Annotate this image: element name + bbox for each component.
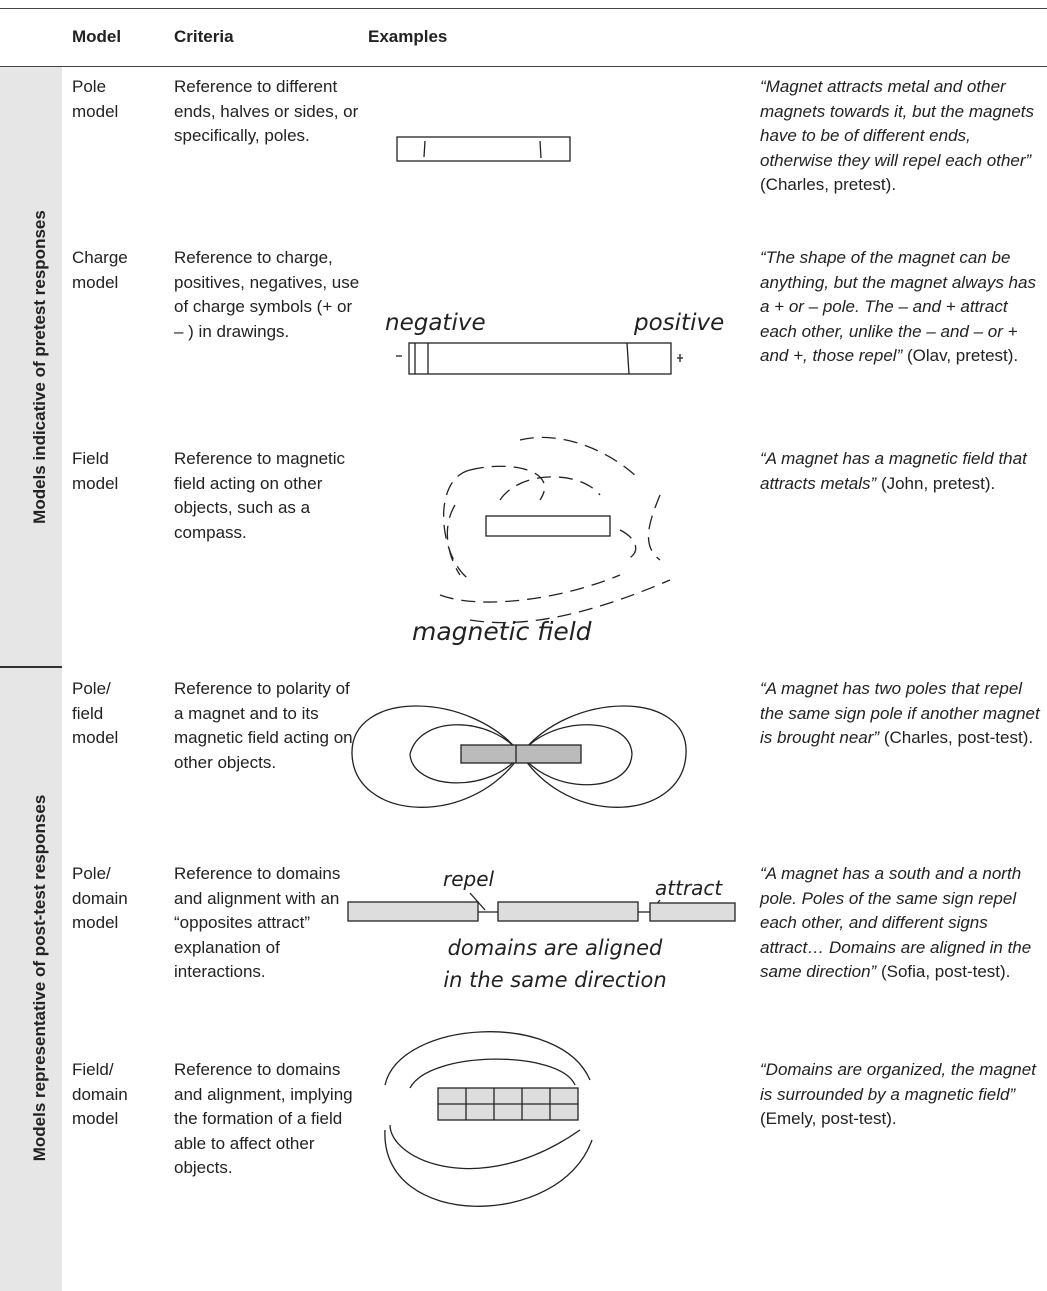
criteria-cell: Reference to different ends, halves or s…: [174, 77, 359, 145]
criteria-cell: Reference to domains and alignment with …: [174, 864, 341, 981]
criteria-cell: Reference to charge, positives, negative…: [174, 248, 360, 341]
quote-cell: “Domains are organized, the magnet is su…: [760, 1058, 1042, 1132]
quote-attribution: (Charles, pretest).: [760, 175, 897, 194]
quote-attribution: (John, pretest).: [880, 473, 996, 493]
header-cell: Criteria: [174, 27, 234, 46]
group-band: Models indicative of pretest responses: [0, 67, 62, 666]
field-drawing: magnetic field: [412, 436, 671, 646]
drawing-label: attract: [655, 876, 723, 900]
model-line: Field/: [72, 1060, 114, 1079]
model-line: Field: [72, 449, 109, 468]
header-cell: Model: [72, 27, 122, 46]
group-divider: [0, 666, 62, 668]
rule: [0, 66, 1047, 67]
quote-text: “A magnet has a magnetic field that attr…: [760, 449, 1027, 493]
drawing-label: negative: [385, 310, 486, 336]
criteria-cell: Reference to domains and alignment, impl…: [174, 1060, 353, 1177]
group-band: Models representative of post-test respo…: [0, 668, 62, 1291]
model-line: Pole/: [72, 864, 111, 883]
drawing-label: magnetic field: [412, 617, 592, 646]
quote-cell: “Magnet attracts metal and other magnets…: [760, 75, 1042, 198]
criteria-cell: Reference to magnetic field acting on ot…: [174, 449, 346, 542]
model-line: Charge: [72, 248, 128, 267]
quote-attribution: (Charles, post-test).: [883, 728, 1034, 747]
model-cell: Field/domain model: [72, 1058, 128, 1132]
charge-drawing: negative positive: [385, 310, 724, 375]
header-cell: Examples: [368, 27, 448, 46]
quote-text: “A magnet has two poles that repel the s…: [760, 679, 1040, 747]
quote-text: “A magnet has a south and a north pole. …: [760, 864, 1032, 981]
quote-attribution: (Olav, pretest).: [906, 346, 1019, 365]
pole-domain-drawing: repel attract domains are aligned in the…: [347, 867, 736, 992]
model-cell: Field model: [72, 447, 118, 496]
model-cell: Charge model: [72, 246, 128, 295]
model-line: Pole: [72, 77, 107, 96]
model-cell: Pole/domain model: [72, 862, 128, 936]
model-cell: Pole/field model: [72, 677, 118, 751]
model-line: model: [72, 101, 119, 121]
quote-cell: “A magnet has a south and a north pole. …: [760, 862, 1042, 985]
model-line: domain: [72, 888, 128, 908]
quote-cell: “A magnet has two poles that repel the s…: [760, 677, 1042, 751]
quote-cell: “The shape of the magnet can be anything…: [760, 246, 1042, 369]
quote-cell: “A magnet has a magnetic field that attr…: [760, 447, 1042, 496]
quote-text: “Domains are organized, the magnet is su…: [760, 1060, 1036, 1104]
model-line: model: [72, 473, 119, 493]
model-line: Pole/: [72, 679, 111, 698]
drawing-label: repel: [443, 867, 495, 891]
drawing-label: positive: [633, 310, 724, 336]
quote-attribution: (Emely, post-test).: [760, 1109, 897, 1128]
pole-field-drawing: [351, 705, 687, 808]
model-line: model: [72, 1109, 119, 1128]
model-line: model: [72, 913, 119, 932]
criteria-cell: Reference to polarity of a magnet and to…: [174, 679, 353, 772]
quote-text: “Magnet attracts metal and other magnets…: [760, 77, 1035, 170]
quote-attribution: (Sofia, post-test).: [880, 962, 1011, 981]
model-cell: Pole model: [72, 75, 118, 124]
rule: [0, 8, 1047, 9]
model-line: field: [72, 703, 104, 723]
quote-text: “The shape of the magnet can be anything…: [760, 248, 1036, 365]
drawing-label: domains are aligned: [448, 936, 663, 960]
model-line: model: [72, 728, 119, 747]
field-domain-drawing: [384, 1031, 593, 1207]
model-line: model: [72, 272, 119, 292]
drawing-label: in the same direction: [443, 968, 666, 992]
pole-drawing: [396, 136, 571, 162]
model-line: domain: [72, 1084, 128, 1104]
